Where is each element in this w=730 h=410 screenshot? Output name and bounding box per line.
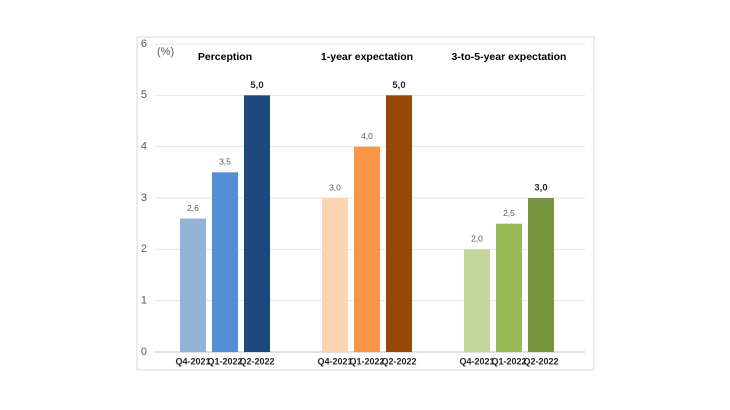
value-label: 5,0 xyxy=(392,80,405,91)
bar xyxy=(528,198,554,352)
value-label: 2,0 xyxy=(471,234,483,244)
value-label: 2,6 xyxy=(187,203,199,213)
bar xyxy=(244,95,270,352)
y-tick-label: 2 xyxy=(141,243,147,255)
x-tick-label: Q1-2022 xyxy=(491,356,526,366)
value-label: 3,0 xyxy=(534,183,547,194)
y-tick-label: 4 xyxy=(141,141,147,153)
bar xyxy=(464,249,490,352)
value-label: 2,5 xyxy=(503,208,515,218)
group-title: 1-year expectation xyxy=(321,51,413,63)
x-tick-label: Q1-2022 xyxy=(207,356,242,366)
bar xyxy=(496,223,522,352)
x-tick-label: Q4-2021 xyxy=(459,356,494,366)
bar xyxy=(322,198,348,352)
value-label: 3,0 xyxy=(329,182,341,192)
bar xyxy=(180,218,206,352)
bar xyxy=(386,95,412,352)
group-title: 3-to-5-year expectation xyxy=(452,51,567,63)
y-tick-label: 0 xyxy=(141,346,147,358)
x-tick-label: Q2-2022 xyxy=(523,356,558,366)
bar xyxy=(212,172,238,352)
value-label: 4,0 xyxy=(361,131,373,141)
x-tick-label: Q4-2021 xyxy=(175,356,210,366)
y-tick-label: 3 xyxy=(141,192,147,204)
x-tick-label: Q4-2021 xyxy=(317,356,352,366)
x-tick-label: Q2-2022 xyxy=(239,356,274,366)
group-title: Perception xyxy=(198,51,252,63)
x-tick-label: Q2-2022 xyxy=(381,356,416,366)
y-tick-label: 5 xyxy=(141,89,147,101)
bar xyxy=(354,146,380,352)
x-tick-label: Q1-2022 xyxy=(349,356,384,366)
y-tick-label: 6 xyxy=(141,38,147,50)
y-unit: (%) xyxy=(157,46,174,58)
y-tick-label: 1 xyxy=(141,295,147,307)
value-label: 5,0 xyxy=(250,80,263,91)
value-label: 3,5 xyxy=(219,157,231,167)
